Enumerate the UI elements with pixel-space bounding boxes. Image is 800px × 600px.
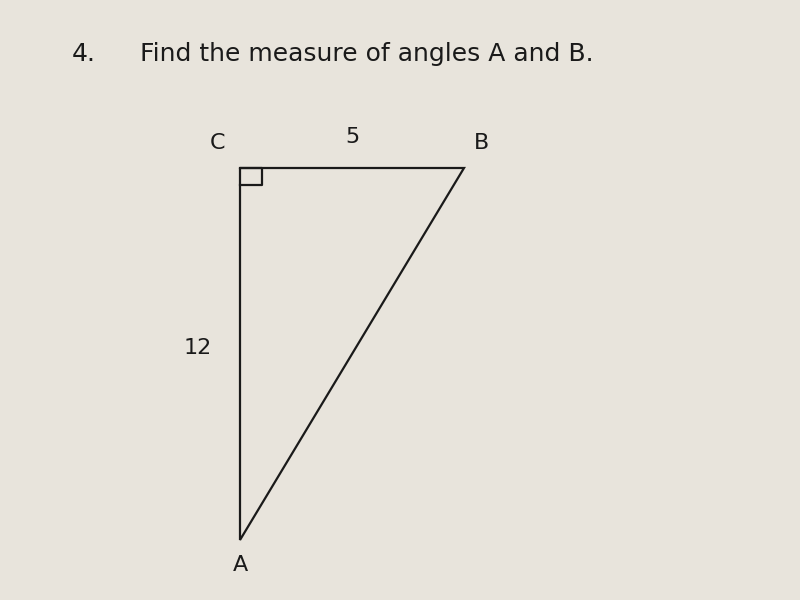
Text: Find the measure of angles A and B.: Find the measure of angles A and B. (140, 42, 594, 66)
Text: B: B (474, 133, 489, 153)
Text: 4.: 4. (72, 42, 96, 66)
Text: 5: 5 (345, 127, 359, 147)
Text: A: A (232, 555, 248, 575)
Text: 12: 12 (184, 338, 212, 358)
Text: C: C (210, 133, 226, 153)
